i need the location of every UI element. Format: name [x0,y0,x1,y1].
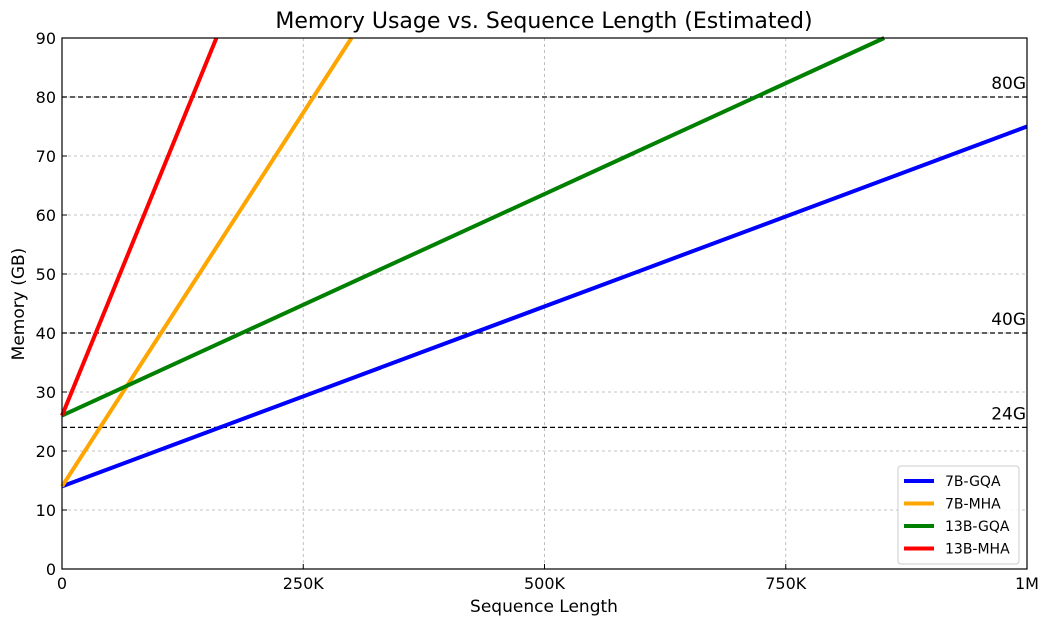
legend-label-13b-mha: 13B-MHA [945,542,1010,558]
legend-label-7b-mha: 7B-MHA [945,497,1001,513]
x-tick-label: 0 [57,574,67,593]
y-tick-label: 30 [36,383,56,402]
y-axis-title: Memory (GB) [9,248,29,361]
y-tick-label: 80 [36,88,56,107]
reference-label-24g: 24G [991,404,1026,424]
legend-box [897,465,1020,565]
reference-label-40g: 40G [991,310,1026,330]
x-tick-label: 250K [283,574,325,593]
legend-label-13b-gqa: 13B-GQA [945,519,1010,535]
legend: 7B-GQA 7B-MHA 13B-GQA 13B-MHA [897,465,1020,565]
x-tick-label: 1M [1015,574,1039,593]
y-tick-label: 0 [46,560,56,579]
y-tick-label: 20 [36,442,56,461]
series-line-13b-mha [60,37,219,417]
series-line-13b-gqa [61,36,886,418]
y-tick-label: 50 [36,265,56,284]
y-tick-label: 40 [36,324,56,343]
legend-label-7b-gqa: 7B-GQA [945,474,1001,490]
grid-lines [62,38,1027,569]
y-tick-label: 70 [36,147,56,166]
x-axis-title: Sequence Length [470,597,618,617]
series-line-7b-mha [60,36,354,488]
y-tick-label: 10 [36,501,56,520]
x-tick-label: 750K [765,574,807,593]
y-tick-label: 90 [36,29,56,48]
series-lines [60,36,1028,489]
series-line-7b-gqa [61,124,1028,489]
chart-title: Memory Usage vs. Sequence Length (Estima… [275,9,812,34]
x-tick-label: 500K [524,574,566,593]
y-tick-label: 60 [36,206,56,225]
axis-ticks: 0 250K 500K 750K 1M 0 10 20 30 40 50 60 70 80 90 [36,29,1039,593]
reference-label-80g: 80G [991,74,1026,94]
